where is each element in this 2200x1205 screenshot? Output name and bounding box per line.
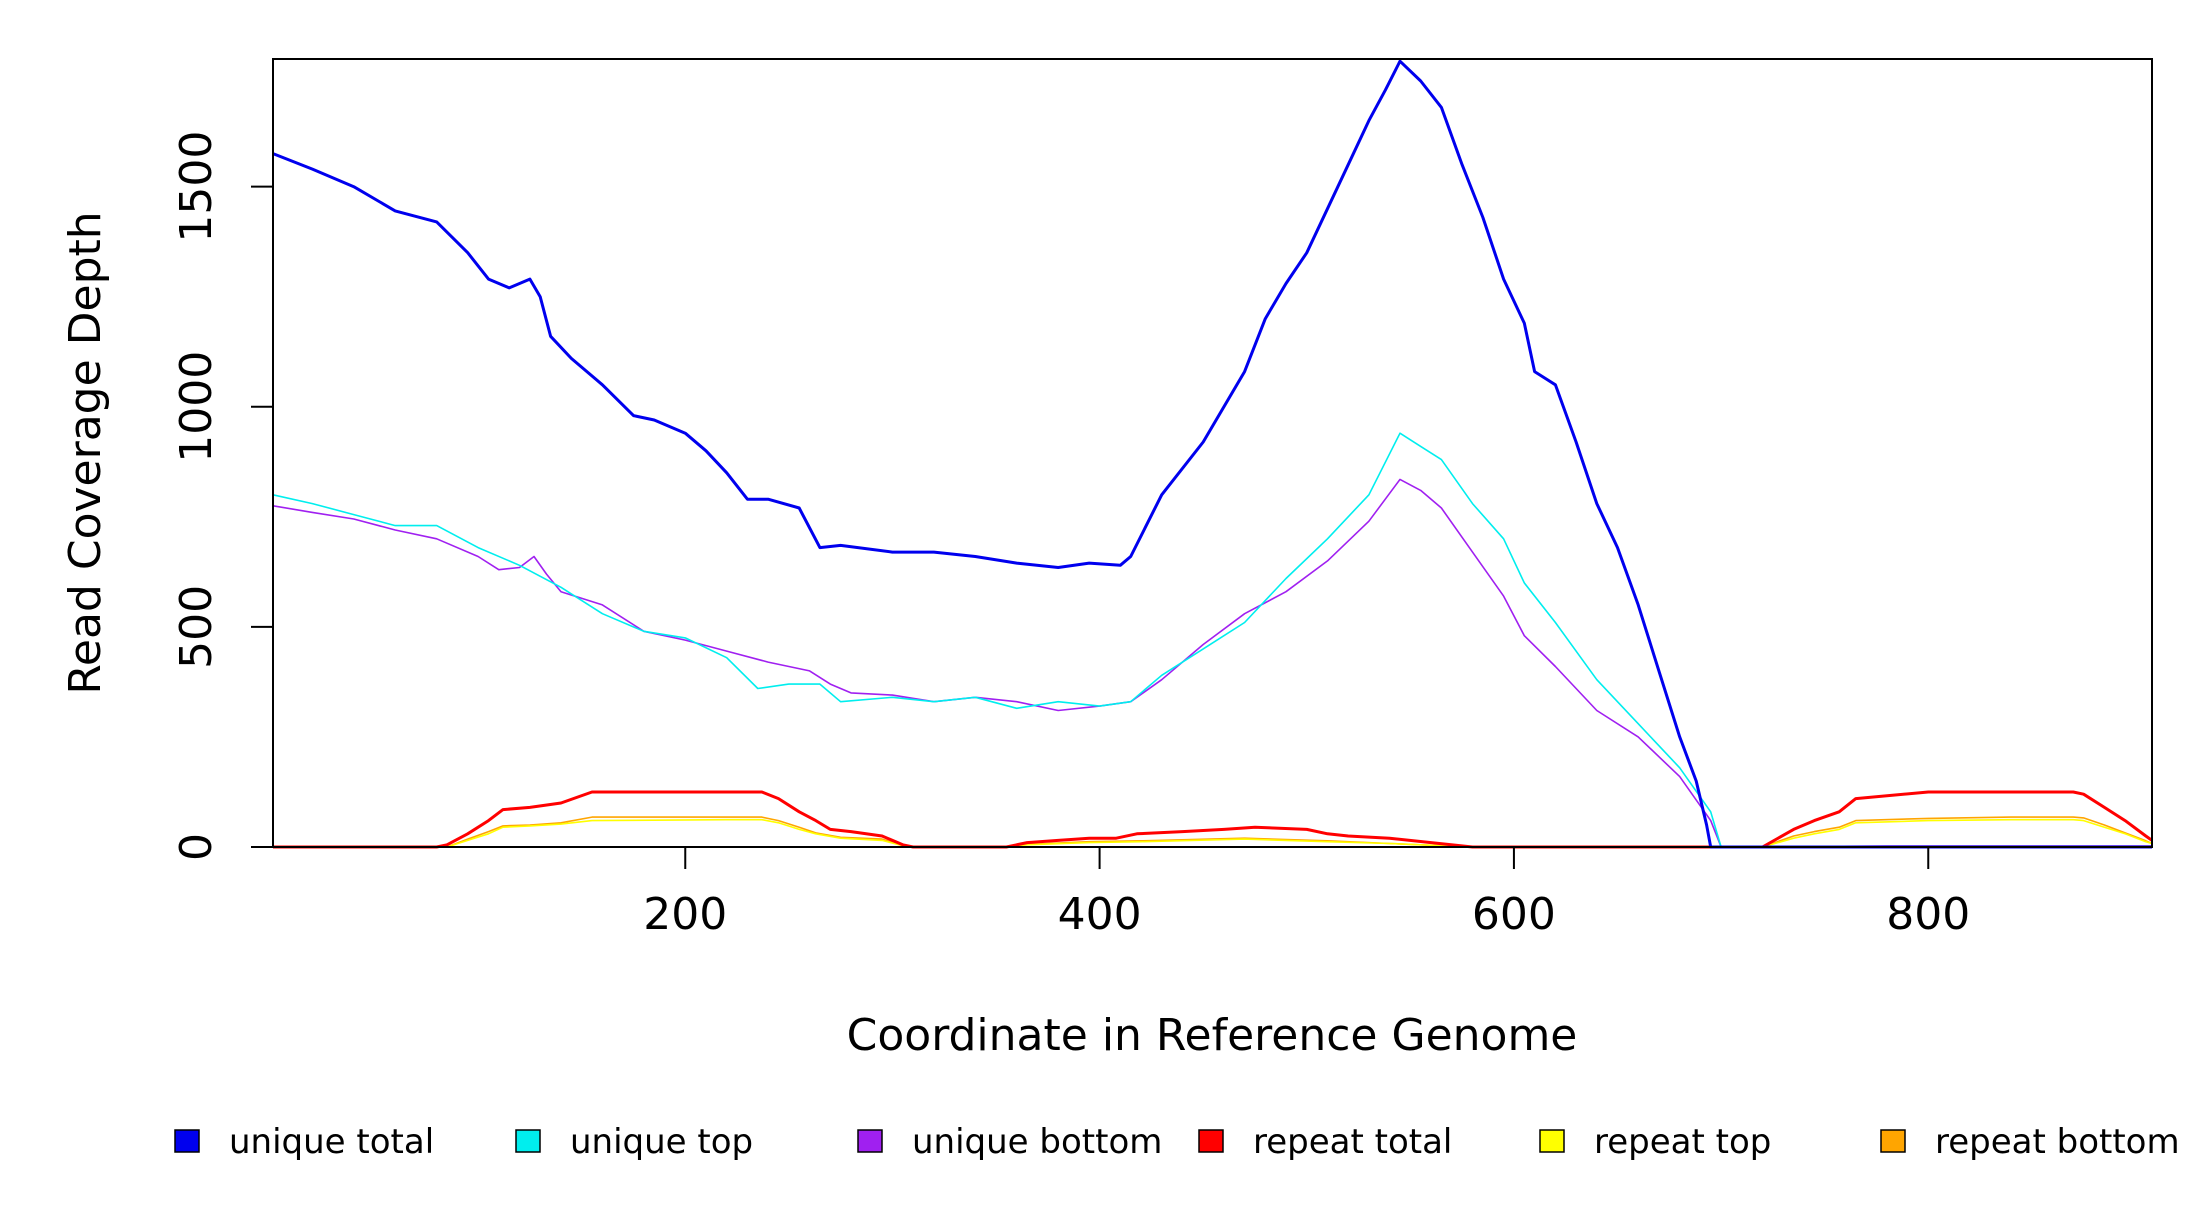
x-axis: 200 400 600 800	[643, 847, 1970, 940]
series-line-repeat-total	[273, 790, 2153, 849]
y-tick-label: 1000	[171, 351, 222, 463]
legend-swatch	[1539, 1129, 1565, 1153]
x-tick-label: 200	[643, 889, 727, 940]
legend-swatch	[1198, 1129, 1224, 1153]
series-line-unique-top	[272, 432, 2152, 848]
series-layer	[272, 59, 2153, 849]
legend-item-repeat-total: repeat total	[1198, 1122, 1452, 1162]
legend-label: unique total	[229, 1122, 434, 1162]
legend-item-unique-bottom: unique bottom	[857, 1122, 1162, 1162]
legend-item-unique-top: unique top	[515, 1122, 753, 1162]
legend-item-unique-total: unique total	[174, 1122, 434, 1162]
x-tick-label: 800	[1886, 889, 1970, 940]
series-line-repeat-top	[273, 818, 2153, 848]
legend-swatch	[1880, 1129, 1906, 1153]
x-tick-label: 600	[1472, 889, 1556, 940]
legend-label: unique top	[570, 1122, 753, 1162]
y-tick-label: 1500	[171, 131, 222, 243]
legend-item-repeat-top: repeat top	[1539, 1122, 1771, 1162]
legend-swatch	[515, 1129, 541, 1153]
plot-frame	[272, 58, 2153, 848]
x-tick-label: 400	[1058, 889, 1142, 940]
y-tick-label: 0	[171, 833, 222, 861]
legend-label: unique bottom	[912, 1122, 1162, 1162]
legend-swatch	[857, 1129, 883, 1153]
x-axis-title: Coordinate in Reference Genome	[847, 1010, 1578, 1061]
legend-label: repeat top	[1594, 1122, 1771, 1162]
legend-swatch	[174, 1129, 200, 1153]
legend: unique total unique top unique bottom repea…	[174, 1122, 2180, 1162]
series-line-unique-bottom	[272, 478, 2152, 848]
y-tick-label: 500	[171, 585, 222, 669]
y-axis-title: Read Coverage Depth	[60, 211, 111, 694]
y-axis: 0 500 1000 1500	[171, 131, 273, 861]
legend-label: repeat total	[1253, 1122, 1452, 1162]
legend-item-repeat-bottom: repeat bottom	[1880, 1122, 2180, 1162]
legend-label: repeat bottom	[1935, 1122, 2180, 1162]
series-line-unique-total	[272, 59, 2152, 849]
